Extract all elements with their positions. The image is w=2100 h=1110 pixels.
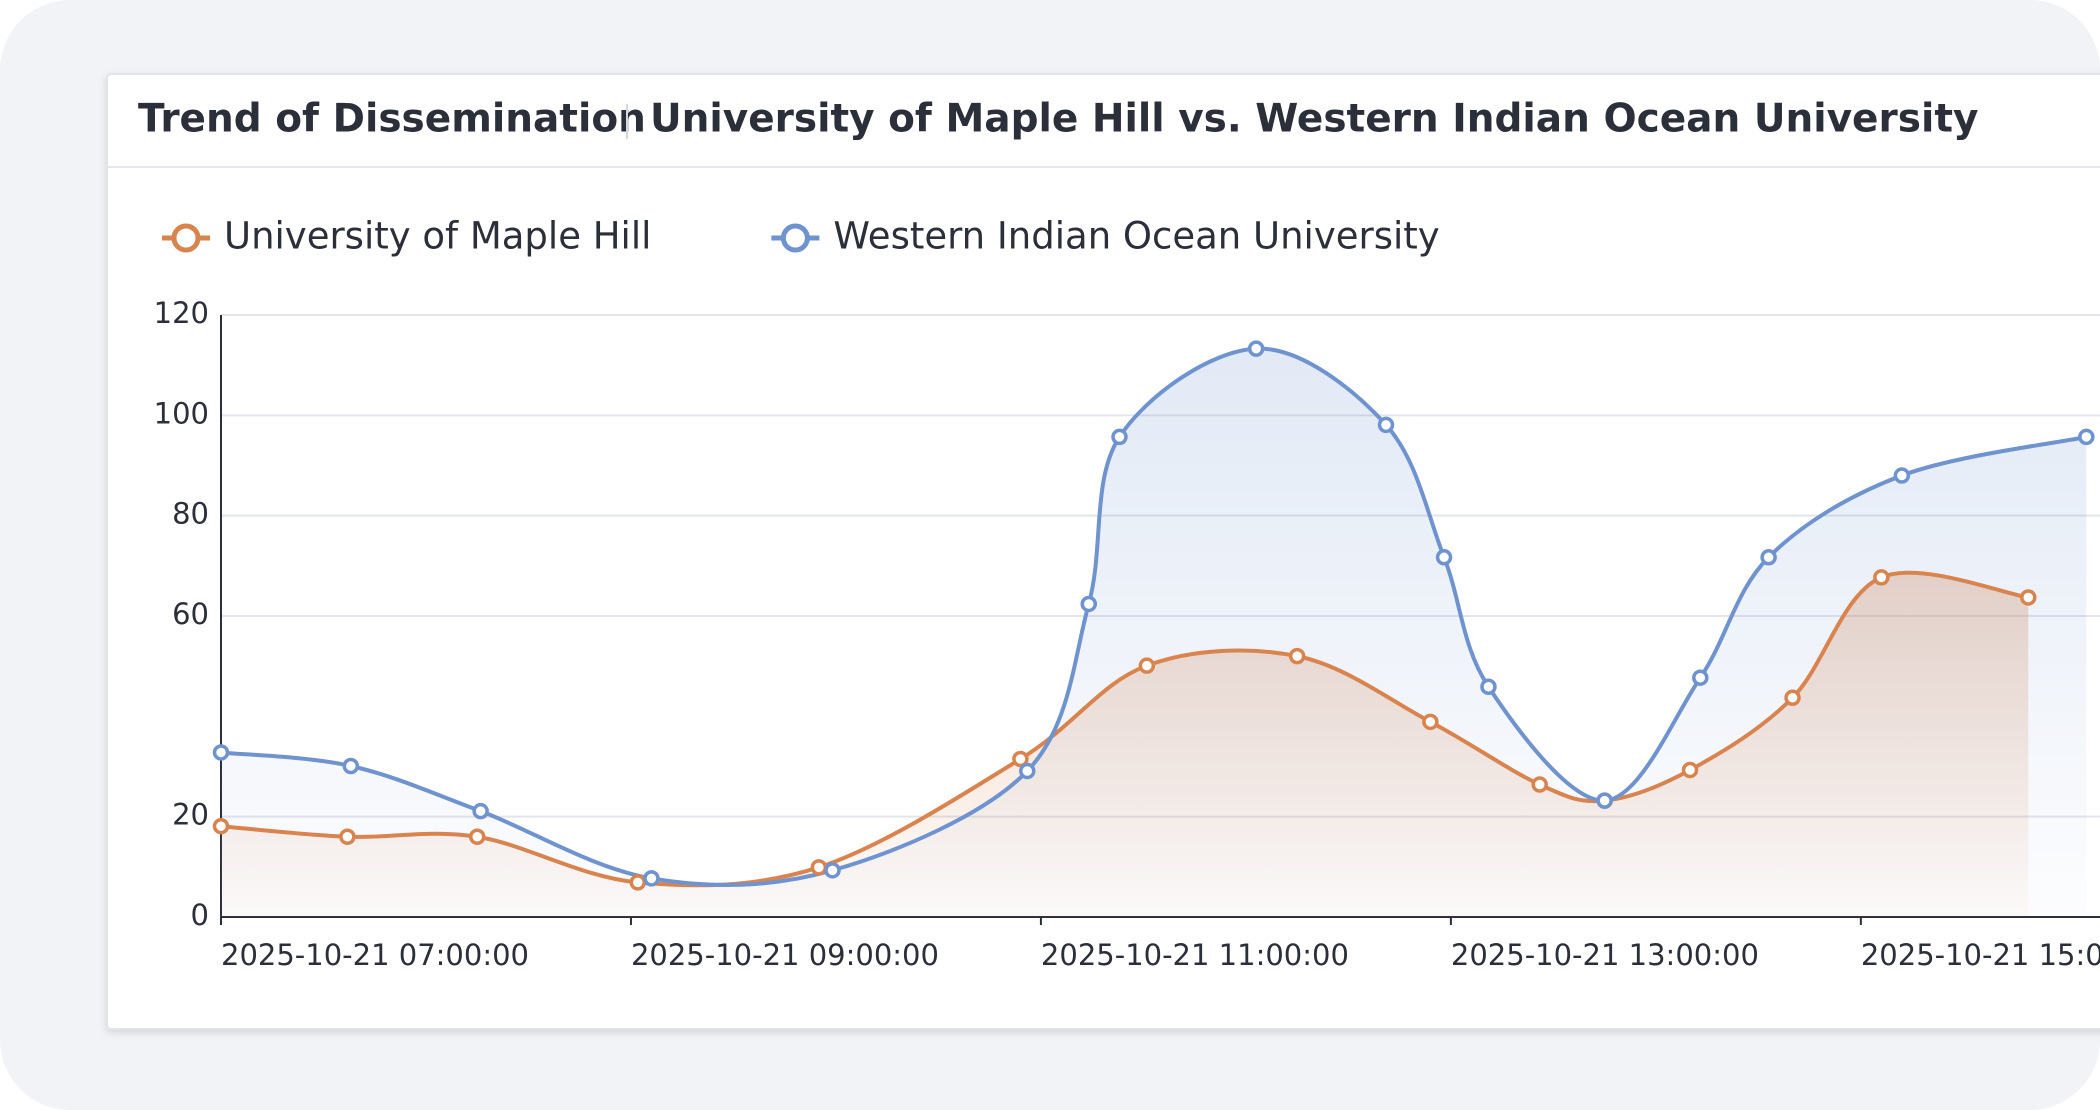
point	[643, 870, 660, 887]
point	[1012, 750, 1029, 768]
area	[221, 348, 2087, 917]
x-tick-label: 2025-10-21 09:00:00	[631, 938, 939, 972]
point	[2078, 428, 2095, 446]
line	[220, 570, 2029, 888]
point	[1531, 776, 1548, 793]
point	[1111, 428, 1128, 446]
chart-subtitle: University of Maple Hill vs. Western Ind…	[650, 97, 1978, 142]
point	[1480, 678, 1497, 695]
point	[339, 828, 356, 845]
x-tick-label: 2025-10-21 11:00:00	[1041, 938, 1349, 972]
y-tick-label: 120	[154, 296, 209, 330]
legend-marker	[171, 223, 201, 253]
legend-marker	[780, 223, 810, 253]
point	[1138, 657, 1156, 674]
y-tick-label: 80	[172, 497, 209, 531]
y-tick-label: 100	[154, 396, 209, 430]
point	[468, 828, 486, 845]
point	[1435, 549, 1453, 566]
chart-title: Trend of Dissemination	[138, 97, 646, 142]
line	[220, 346, 2087, 887]
y-tick-label: 20	[172, 798, 209, 832]
y-tick-label: 0	[191, 898, 209, 932]
x-tick-label: 2025-10-21 07:00:00	[221, 938, 529, 972]
point	[1288, 647, 1306, 665]
point	[824, 862, 841, 879]
x-tick-label: 2025-10-21 15:00:00	[1861, 938, 2100, 972]
point	[1784, 689, 1801, 707]
point	[1019, 762, 1036, 780]
legend-label: University of Maple Hill	[224, 215, 651, 258]
point	[1893, 467, 1911, 484]
point	[342, 757, 360, 775]
point	[629, 874, 647, 891]
point	[1422, 713, 1439, 731]
point	[1873, 569, 1890, 586]
point	[472, 802, 489, 820]
point	[1681, 761, 1699, 779]
point	[1247, 340, 1265, 357]
point	[1080, 595, 1098, 613]
point	[1596, 792, 1613, 809]
y-tick-label: 60	[172, 597, 209, 631]
point	[2020, 589, 2037, 606]
x-tick-label: 2025-10-21 13:00:00	[1451, 938, 1759, 972]
legend-label: Western Indian Ocean University	[833, 215, 1439, 258]
point	[1692, 669, 1709, 686]
point	[1760, 549, 1777, 566]
point	[810, 859, 828, 876]
point	[212, 817, 230, 835]
point	[1377, 416, 1395, 434]
point	[212, 744, 230, 761]
